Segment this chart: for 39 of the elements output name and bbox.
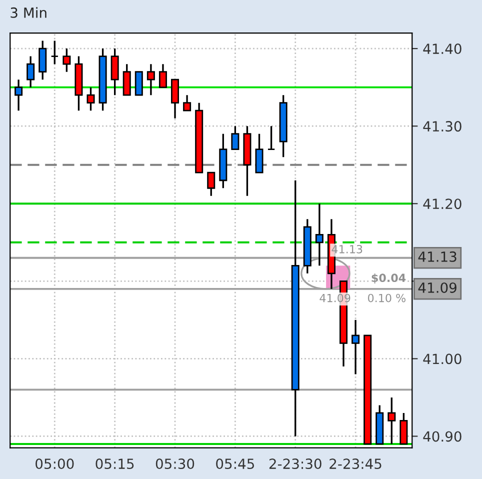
candlestick	[231, 125, 240, 150]
ref-line-label: 41.13	[418, 251, 456, 262]
annotation: 41.09	[320, 294, 350, 302]
y-tick-label: 41.30	[423, 121, 462, 132]
x-tick-label: 05:00	[36, 458, 74, 470]
candlestick	[171, 78, 180, 120]
candlestick	[315, 202, 324, 266]
candlestick	[122, 63, 131, 96]
candlestick	[14, 78, 23, 112]
candlestick	[50, 40, 59, 65]
candlestick	[146, 63, 155, 96]
candlestick	[267, 125, 276, 150]
y-tick-label: 40.90	[423, 431, 462, 442]
candlestick	[158, 63, 167, 88]
candlestick	[62, 48, 71, 73]
candlestick	[26, 55, 35, 88]
candlestick	[388, 396, 396, 445]
candlestick	[352, 319, 360, 376]
candlestick	[255, 133, 264, 174]
y-tick-label: 41.20	[423, 198, 462, 210]
chart-title: 3 Min	[10, 7, 46, 18]
y-tick-label: 41.00	[423, 354, 462, 364]
annotation: $0.04	[372, 273, 406, 284]
ref-line-label: 41.09	[418, 282, 456, 293]
annotation: 0.10 %	[368, 294, 406, 302]
x-tick-label: 2-23:30	[269, 458, 322, 470]
candlestick	[86, 86, 95, 112]
x-tick-label: 05:30	[156, 458, 194, 470]
x-tick-label: 05:15	[96, 458, 134, 470]
candlestick	[400, 412, 408, 445]
candlestick	[207, 172, 216, 197]
candlestick	[38, 40, 47, 80]
annotation: 41.13	[332, 244, 362, 254]
x-tick-label: 05:45	[216, 458, 254, 470]
candlestick	[134, 71, 143, 96]
x-tick-label: 2-23:45	[330, 458, 382, 470]
candlestick	[110, 48, 119, 96]
y-tick-label: 41.40	[423, 44, 462, 54]
candlestick	[183, 94, 192, 112]
